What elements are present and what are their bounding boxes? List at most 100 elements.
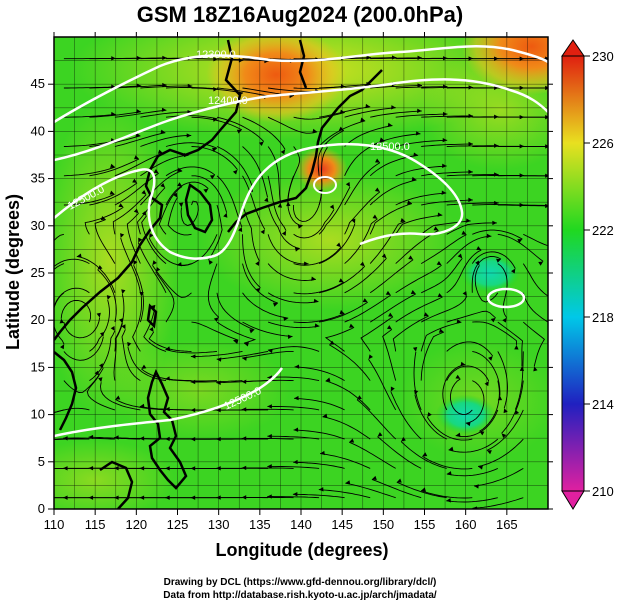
streamline [54, 263, 65, 271]
streamline [369, 259, 414, 294]
streamline-arrow [88, 434, 94, 440]
streamline-arrow [149, 233, 154, 239]
streamline [317, 130, 345, 176]
streamline-arrow [514, 344, 519, 350]
streamline [293, 112, 345, 120]
streamline [89, 111, 142, 118]
streamline-arrow [413, 152, 419, 157]
streamline-arrow [12, 466, 17, 470]
height-contours [54, 44, 548, 438]
streamline [100, 382, 141, 411]
streamline [446, 365, 490, 382]
streamline [140, 170, 183, 206]
streamline [318, 120, 366, 147]
streamline [267, 175, 287, 231]
streamline-arrow [357, 395, 362, 400]
streamline-arrow [236, 129, 242, 134]
streamline-arrow [203, 188, 209, 194]
streamline [396, 481, 447, 499]
streamline-arrow [190, 466, 196, 471]
y-tick-label: 25 [31, 265, 45, 280]
streamline [446, 235, 492, 264]
x-tick-label: 135 [249, 517, 271, 532]
streamline [267, 204, 300, 249]
streamline [216, 116, 265, 142]
streamline-arrow [96, 312, 101, 318]
streamline-arrow [533, 366, 538, 372]
streamline [97, 269, 117, 323]
streamline [420, 220, 471, 235]
streamline-arrow [258, 141, 264, 147]
streamline [369, 220, 406, 264]
streamline-arrow [338, 278, 344, 283]
x-tick-label: 130 [208, 517, 230, 532]
streamline-arrow [165, 346, 171, 351]
streamline-arrow [292, 492, 298, 497]
streamline [370, 57, 422, 60]
streamline [242, 234, 261, 289]
streamline-arrow [115, 395, 121, 400]
streamline [267, 263, 316, 281]
streamline [421, 143, 474, 147]
streamline [344, 162, 381, 206]
streamline-arrow [422, 452, 428, 457]
contour-12500-north [54, 142, 464, 260]
streamline [420, 331, 445, 381]
streamline-arrow [63, 436, 68, 441]
streamline-arrow [320, 450, 325, 456]
streamline [140, 135, 192, 147]
streamline-arrow [110, 111, 116, 117]
streamline [400, 441, 447, 469]
streamline-arrow [106, 295, 111, 301]
contour-12400 [54, 78, 548, 162]
streamline [497, 321, 523, 367]
streamline-arrow [241, 379, 247, 384]
streamline-arrow [267, 433, 272, 439]
streamline-arrow [139, 436, 145, 441]
streamline-arrow [242, 356, 247, 361]
streamline [191, 175, 228, 213]
streamline-arrow [114, 495, 119, 500]
streamline-arrow [410, 290, 416, 294]
streamline [148, 331, 192, 352]
streamline [241, 408, 294, 411]
streamline-arrow [132, 178, 138, 183]
streamline [318, 147, 328, 206]
streamline [319, 106, 371, 118]
streamline-arrow [153, 169, 159, 174]
streamline [293, 209, 335, 239]
streamline-arrow [386, 325, 392, 330]
streamline [522, 292, 548, 323]
streamline [158, 186, 183, 235]
streamline [395, 86, 448, 89]
streamline-arrow [390, 386, 395, 392]
streamline-arrow [149, 327, 154, 332]
streamline [395, 165, 447, 177]
x-tick-label: 145 [331, 517, 353, 532]
streamline [267, 234, 309, 265]
streamline [344, 257, 387, 294]
streamline-arrow [475, 260, 480, 266]
streamline [395, 296, 443, 323]
streamline-arrow [329, 340, 335, 345]
streamline-arrow [371, 475, 377, 481]
streamline [420, 295, 468, 323]
streamline-arrow [345, 181, 351, 187]
streamline [293, 461, 345, 469]
streamline-arrow [461, 230, 467, 235]
streamline [190, 380, 243, 383]
streamline [420, 321, 462, 352]
streamline-arrow [366, 81, 371, 87]
streamline-arrow [446, 471, 452, 476]
temperature-field [54, 37, 548, 509]
streamline-arrow [177, 182, 183, 187]
streamline-arrow [255, 260, 260, 266]
streamline-arrow [76, 253, 82, 258]
streamline-arrow [293, 459, 298, 465]
streamline [446, 174, 499, 177]
streamline [329, 344, 371, 381]
streamline [242, 292, 289, 319]
streamline-arrow [446, 498, 451, 503]
streamline-arrow [479, 431, 485, 436]
streamline [472, 350, 501, 396]
